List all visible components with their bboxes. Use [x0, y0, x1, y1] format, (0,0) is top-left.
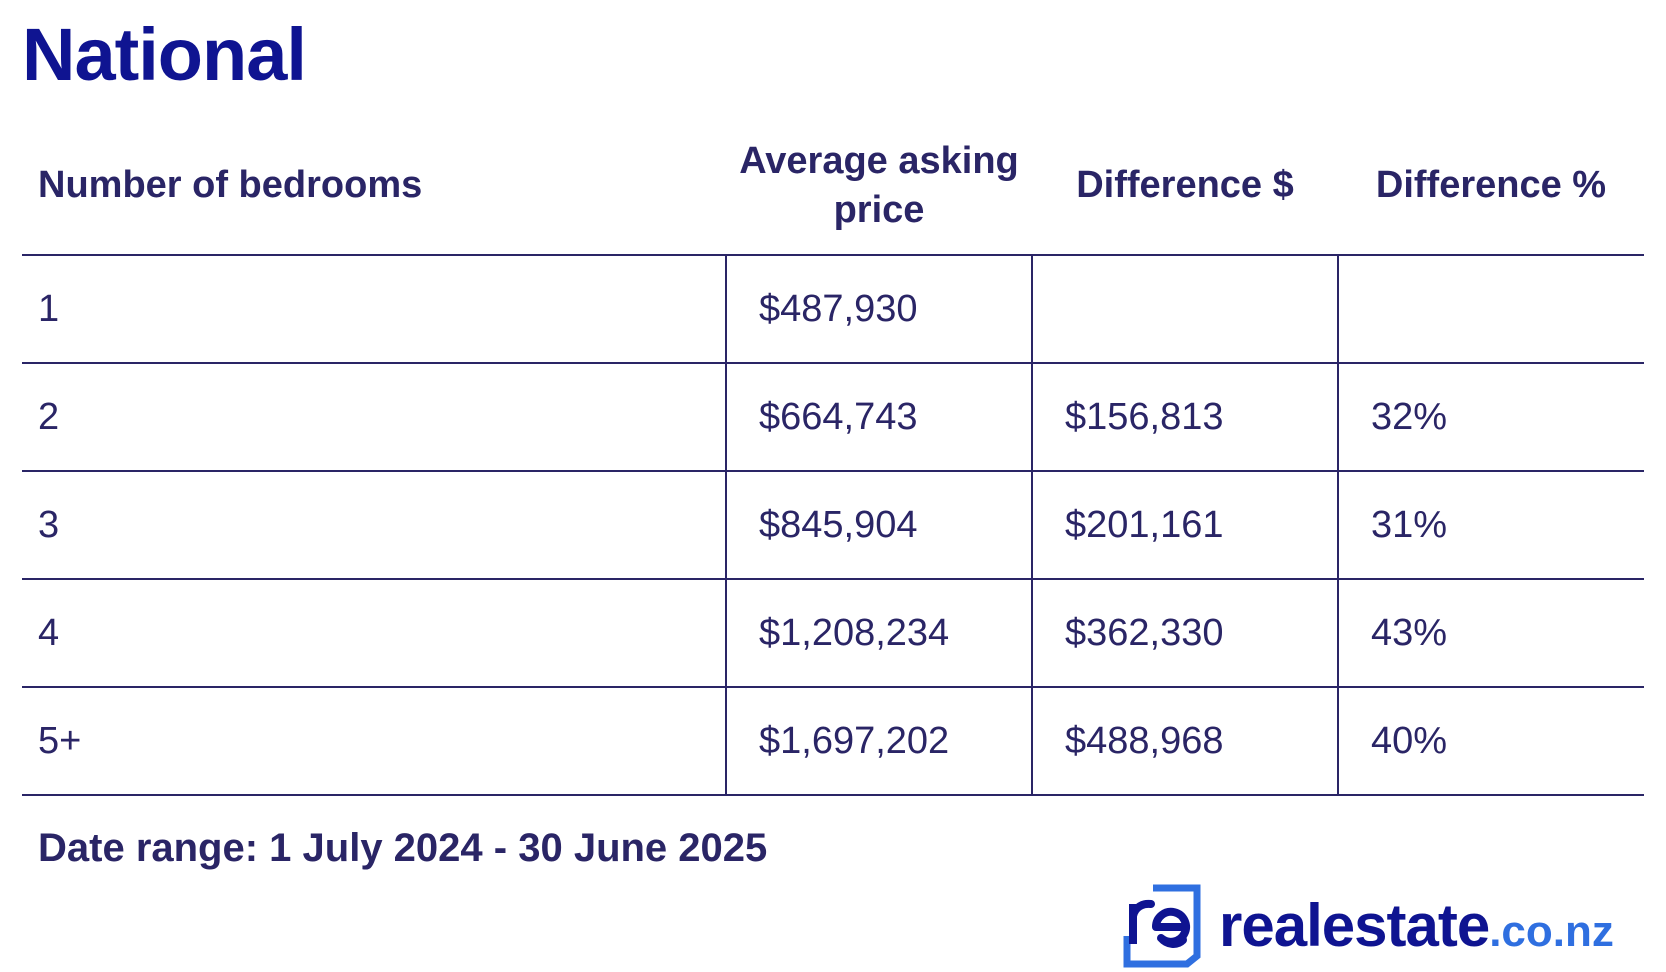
cell-difference-percent: 40% [1337, 687, 1644, 796]
header-average-line1: Average asking [739, 139, 1019, 182]
cell-difference-percent: 43% [1337, 579, 1644, 688]
header-difference-dollar: Difference $ [1032, 118, 1338, 256]
cell-difference-percent: 32% [1337, 363, 1644, 472]
logo-tld: .co.nz [1489, 906, 1614, 956]
cell-bedrooms: 4 [22, 579, 726, 688]
table-row: 4 $1,208,234 $362,330 43% [22, 579, 1644, 688]
table-body: 1 $487,930 2 $664,743 $156,813 32% 3 $84… [22, 255, 1644, 796]
cell-average-price: $845,904 [725, 471, 1032, 580]
date-range: Date range: 1 July 2024 - 30 June 2025 [38, 826, 768, 870]
cell-difference-percent: 31% [1337, 471, 1644, 580]
cell-average-price: $664,743 [725, 363, 1032, 472]
table-header-row: Number of bedrooms Average asking price … [22, 118, 1644, 256]
table-row: 3 $845,904 $201,161 31% [22, 471, 1644, 580]
table-row: 5+ $1,697,202 $488,968 40% [22, 687, 1644, 796]
header-average-price: Average asking price [726, 118, 1032, 256]
realestate-logo: realestate.co.nz [1123, 880, 1643, 970]
logo-name: realestate [1219, 891, 1490, 959]
table-row: 1 $487,930 [22, 255, 1644, 364]
page-title: National [22, 13, 307, 96]
cell-average-price: $1,208,234 [725, 579, 1032, 688]
cell-difference-dollar [1031, 255, 1338, 364]
cell-difference-dollar: $156,813 [1031, 363, 1338, 472]
cell-bedrooms: 1 [22, 255, 726, 364]
header-bedrooms: Number of bedrooms [22, 118, 726, 256]
header-average-line2: price [833, 189, 925, 231]
cell-bedrooms: 3 [22, 471, 726, 580]
table-row: 2 $664,743 $156,813 32% [22, 363, 1644, 472]
header-difference-percent: Difference % [1338, 118, 1644, 256]
cell-difference-percent [1337, 255, 1644, 364]
cell-difference-dollar: $362,330 [1031, 579, 1338, 688]
cell-difference-dollar: $201,161 [1031, 471, 1338, 580]
logo-wordmark: realestate.co.nz [1219, 891, 1614, 960]
cell-difference-dollar: $488,968 [1031, 687, 1338, 796]
cell-average-price: $1,697,202 [725, 687, 1032, 796]
cell-bedrooms: 5+ [22, 687, 726, 796]
cell-bedrooms: 2 [22, 363, 726, 472]
table-header: Number of bedrooms Average asking price … [22, 118, 1644, 256]
price-table: Number of bedrooms Average asking price … [22, 118, 1644, 796]
realestate-re-logo-icon [1123, 884, 1201, 968]
cell-average-price: $487,930 [725, 255, 1032, 364]
